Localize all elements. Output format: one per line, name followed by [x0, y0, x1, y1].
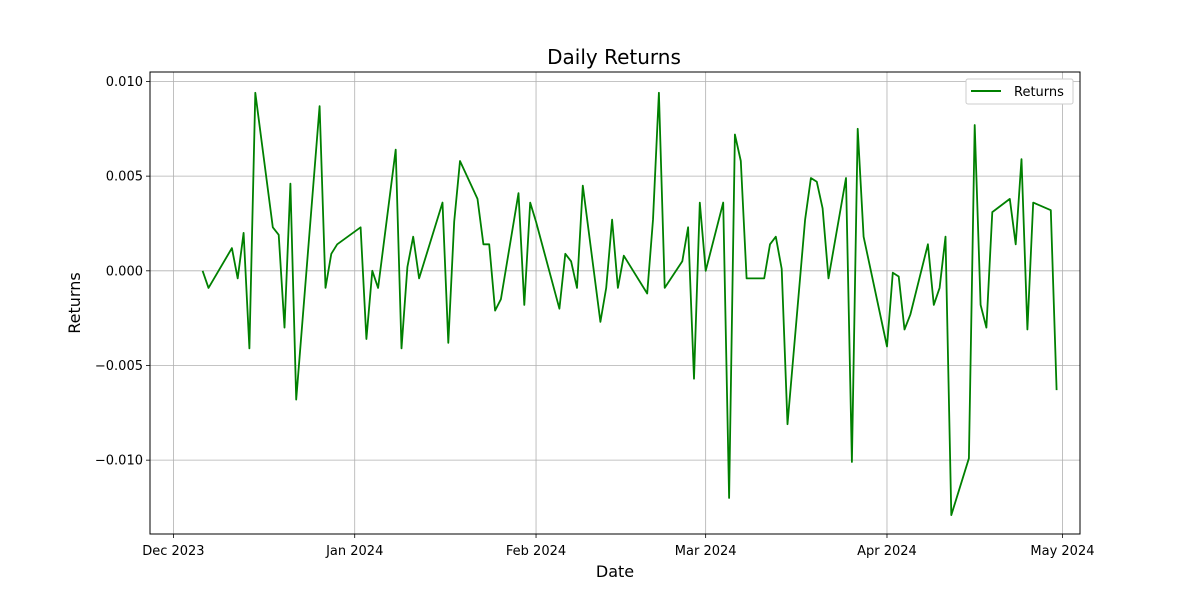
chart-title: Daily Returns: [547, 45, 681, 69]
grid: [150, 72, 1080, 534]
x-tick-label: Mar 2024: [675, 544, 737, 559]
x-tick-label: May 2024: [1030, 544, 1094, 559]
y-axis-title: Returns: [65, 272, 84, 333]
legend-label: Returns: [1014, 85, 1064, 100]
y-tick-label: −0.010: [95, 454, 143, 469]
y-tick-label: −0.005: [95, 359, 143, 374]
x-tick-label: Feb 2024: [506, 544, 566, 559]
y-tick-label: 0.010: [106, 75, 143, 90]
y-axis: 0.010 0.005 0.000 −0.005 −0.010: [95, 75, 150, 469]
x-tick-label: Apr 2024: [857, 544, 917, 559]
x-tick-label: Jan 2024: [325, 544, 383, 559]
y-tick-label: 0.005: [106, 170, 143, 185]
legend: Returns: [965, 78, 1074, 105]
series-layer: [201, 91, 1058, 516]
plot-frame: [149, 71, 1081, 535]
x-axis-title: Date: [596, 562, 634, 581]
y-tick-label: 0.000: [106, 264, 143, 279]
legend-box: [965, 78, 1074, 105]
x-tick-label: Dec 2023: [142, 544, 204, 559]
x-axis: Dec 2023 Jan 2024 Feb 2024 Mar 2024 Apr 2024…: [142, 534, 1094, 559]
series-line-returns: [201, 91, 1058, 516]
